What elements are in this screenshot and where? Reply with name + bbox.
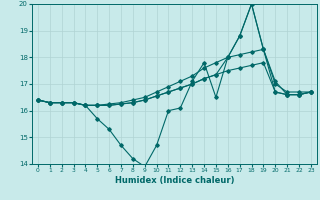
X-axis label: Humidex (Indice chaleur): Humidex (Indice chaleur) xyxy=(115,176,234,185)
